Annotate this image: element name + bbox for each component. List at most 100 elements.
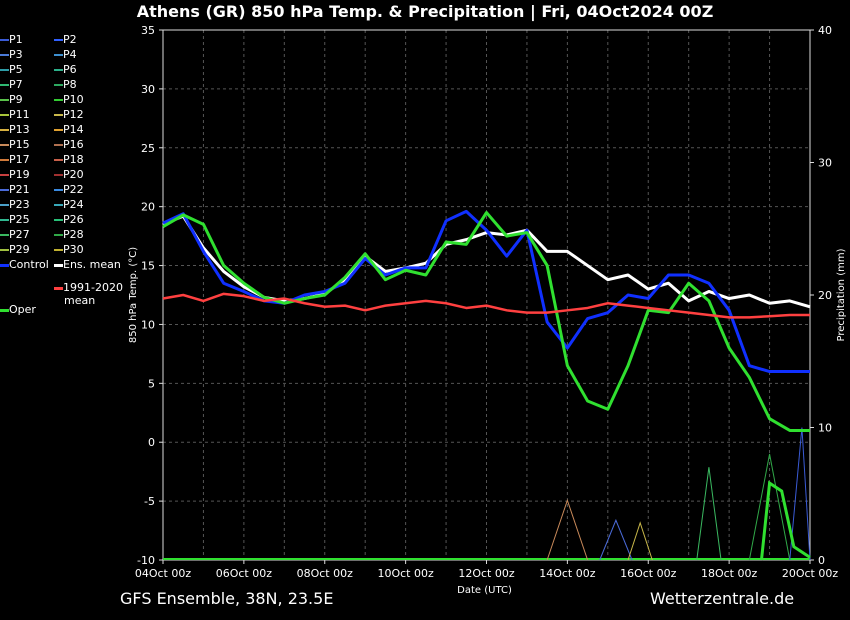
legend-item: P25 bbox=[9, 213, 30, 226]
legend-item: P10 bbox=[63, 93, 84, 106]
legend-item: Oper bbox=[9, 303, 36, 316]
legend-swatch bbox=[54, 69, 63, 71]
legend-item: P16 bbox=[63, 138, 84, 151]
y-tick-label: 35 bbox=[141, 24, 155, 37]
precip-line bbox=[748, 453, 791, 561]
legend-swatch bbox=[0, 204, 9, 206]
legend-item: P2 bbox=[63, 33, 77, 46]
y-tick-label: 0 bbox=[148, 436, 155, 449]
legend-item: P5 bbox=[9, 63, 23, 76]
page-title: Athens (GR) 850 hPa Temp. & Precipitatio… bbox=[136, 2, 714, 21]
legend-item: P15 bbox=[9, 138, 30, 151]
legend-item: Ens. mean bbox=[63, 258, 121, 271]
legend-swatch bbox=[54, 84, 63, 86]
model-info: GFS Ensemble, 38N, 23.5E bbox=[120, 589, 334, 608]
legend-item: P24 bbox=[63, 198, 84, 211]
x-tick-label: 16Oct 00z bbox=[620, 567, 677, 580]
series-line bbox=[162, 209, 810, 374]
legend-swatch bbox=[0, 174, 9, 176]
legend-swatch bbox=[54, 264, 63, 267]
y2-tick-label: 0 bbox=[818, 554, 825, 567]
legend-swatch bbox=[54, 129, 63, 131]
y2-tick-label: 20 bbox=[818, 289, 832, 302]
legend-swatch bbox=[54, 249, 63, 251]
legend-swatch bbox=[54, 54, 63, 56]
precip-line bbox=[696, 467, 722, 561]
legend-swatch bbox=[54, 174, 63, 176]
y2-tick-label: 40 bbox=[818, 24, 832, 37]
legend-item: P27 bbox=[9, 228, 30, 241]
y-tick-label: 10 bbox=[141, 318, 155, 331]
legend-swatch bbox=[0, 39, 9, 41]
precip-line bbox=[759, 480, 811, 561]
legend-swatch bbox=[54, 189, 63, 191]
legend: P1 P2 P3 P4 P5 P6 P7 P8 P9 P10 P11 P12 P13 P14 P15 P16 P… bbox=[0, 30, 140, 320]
legend-item: P6 bbox=[63, 63, 77, 76]
legend-swatch bbox=[0, 69, 9, 71]
precip-line bbox=[627, 521, 653, 561]
legend-swatch bbox=[54, 234, 63, 236]
legend-item: P9 bbox=[9, 93, 23, 106]
precip-line bbox=[599, 518, 633, 561]
legend-swatch bbox=[0, 84, 9, 86]
precip-line bbox=[789, 427, 811, 561]
legend-item: P12 bbox=[63, 108, 84, 121]
y-tick-label: 20 bbox=[141, 201, 155, 214]
legend-swatch bbox=[54, 144, 63, 146]
series-line bbox=[162, 292, 810, 319]
legend-item: P4 bbox=[63, 48, 77, 61]
legend-swatch bbox=[0, 189, 9, 191]
legend-swatch bbox=[0, 264, 9, 267]
legend-swatch bbox=[0, 309, 9, 312]
legend-item: P13 bbox=[9, 123, 30, 136]
y-tick-label: -10 bbox=[137, 554, 155, 567]
legend-swatch bbox=[0, 54, 9, 56]
legend-swatch bbox=[54, 286, 63, 290]
legend-item: P17 bbox=[9, 153, 30, 166]
y2-axis-label: Precipitation (mm) bbox=[836, 248, 847, 341]
legend-item: P21 bbox=[9, 183, 30, 196]
x-tick-label: 14Oct 00z bbox=[539, 567, 596, 580]
legend-item: P11 bbox=[9, 108, 30, 121]
legend-swatch bbox=[54, 99, 63, 101]
legend-item: P20 bbox=[63, 168, 84, 181]
legend-swatch bbox=[0, 114, 9, 116]
y-tick-label: 5 bbox=[148, 377, 155, 390]
y-axis-label: 850 hPa Temp. (°C) bbox=[128, 247, 139, 343]
legend-item: P30 bbox=[63, 243, 84, 256]
legend-item: P19 bbox=[9, 168, 30, 181]
y-tick-label: -5 bbox=[144, 495, 155, 508]
legend-swatch bbox=[54, 114, 63, 116]
x-tick-label: 18Oct 00z bbox=[701, 567, 758, 580]
x-tick-label: 20Oct 00z bbox=[782, 567, 839, 580]
legend-swatch bbox=[0, 159, 9, 161]
legend-swatch bbox=[54, 159, 63, 161]
x-tick-label: 12Oct 00z bbox=[458, 567, 515, 580]
x-tick-label: 08Oct 00z bbox=[297, 567, 354, 580]
legend-item: P23 bbox=[9, 198, 30, 211]
y-tick-label: 30 bbox=[141, 83, 155, 96]
legend-item: P22 bbox=[63, 183, 84, 196]
site-credit: Wetterzentrale.de bbox=[650, 589, 795, 608]
y-tick-label: 15 bbox=[141, 260, 155, 273]
legend-item: P26 bbox=[63, 213, 84, 226]
precip-line bbox=[546, 498, 589, 561]
x-tick-label: 06Oct 00z bbox=[216, 567, 273, 580]
legend-item: P7 bbox=[9, 78, 23, 91]
x-tick-label: 10Oct 00z bbox=[377, 567, 434, 580]
legend-item: Control bbox=[9, 258, 49, 271]
x-axis-label: Date (UTC) bbox=[457, 585, 512, 596]
legend-swatch bbox=[0, 219, 9, 221]
legend-swatch bbox=[54, 219, 63, 221]
legend-swatch bbox=[0, 144, 9, 146]
legend-swatch bbox=[0, 99, 9, 101]
y2-tick-label: 10 bbox=[818, 422, 832, 435]
legend-item: P28 bbox=[63, 228, 84, 241]
legend-item: P14 bbox=[63, 123, 84, 136]
legend-swatch bbox=[0, 129, 9, 131]
legend-item: P18 bbox=[63, 153, 84, 166]
legend-swatch bbox=[54, 39, 63, 41]
legend-item: P8 bbox=[63, 78, 77, 91]
legend-swatch bbox=[54, 204, 63, 206]
